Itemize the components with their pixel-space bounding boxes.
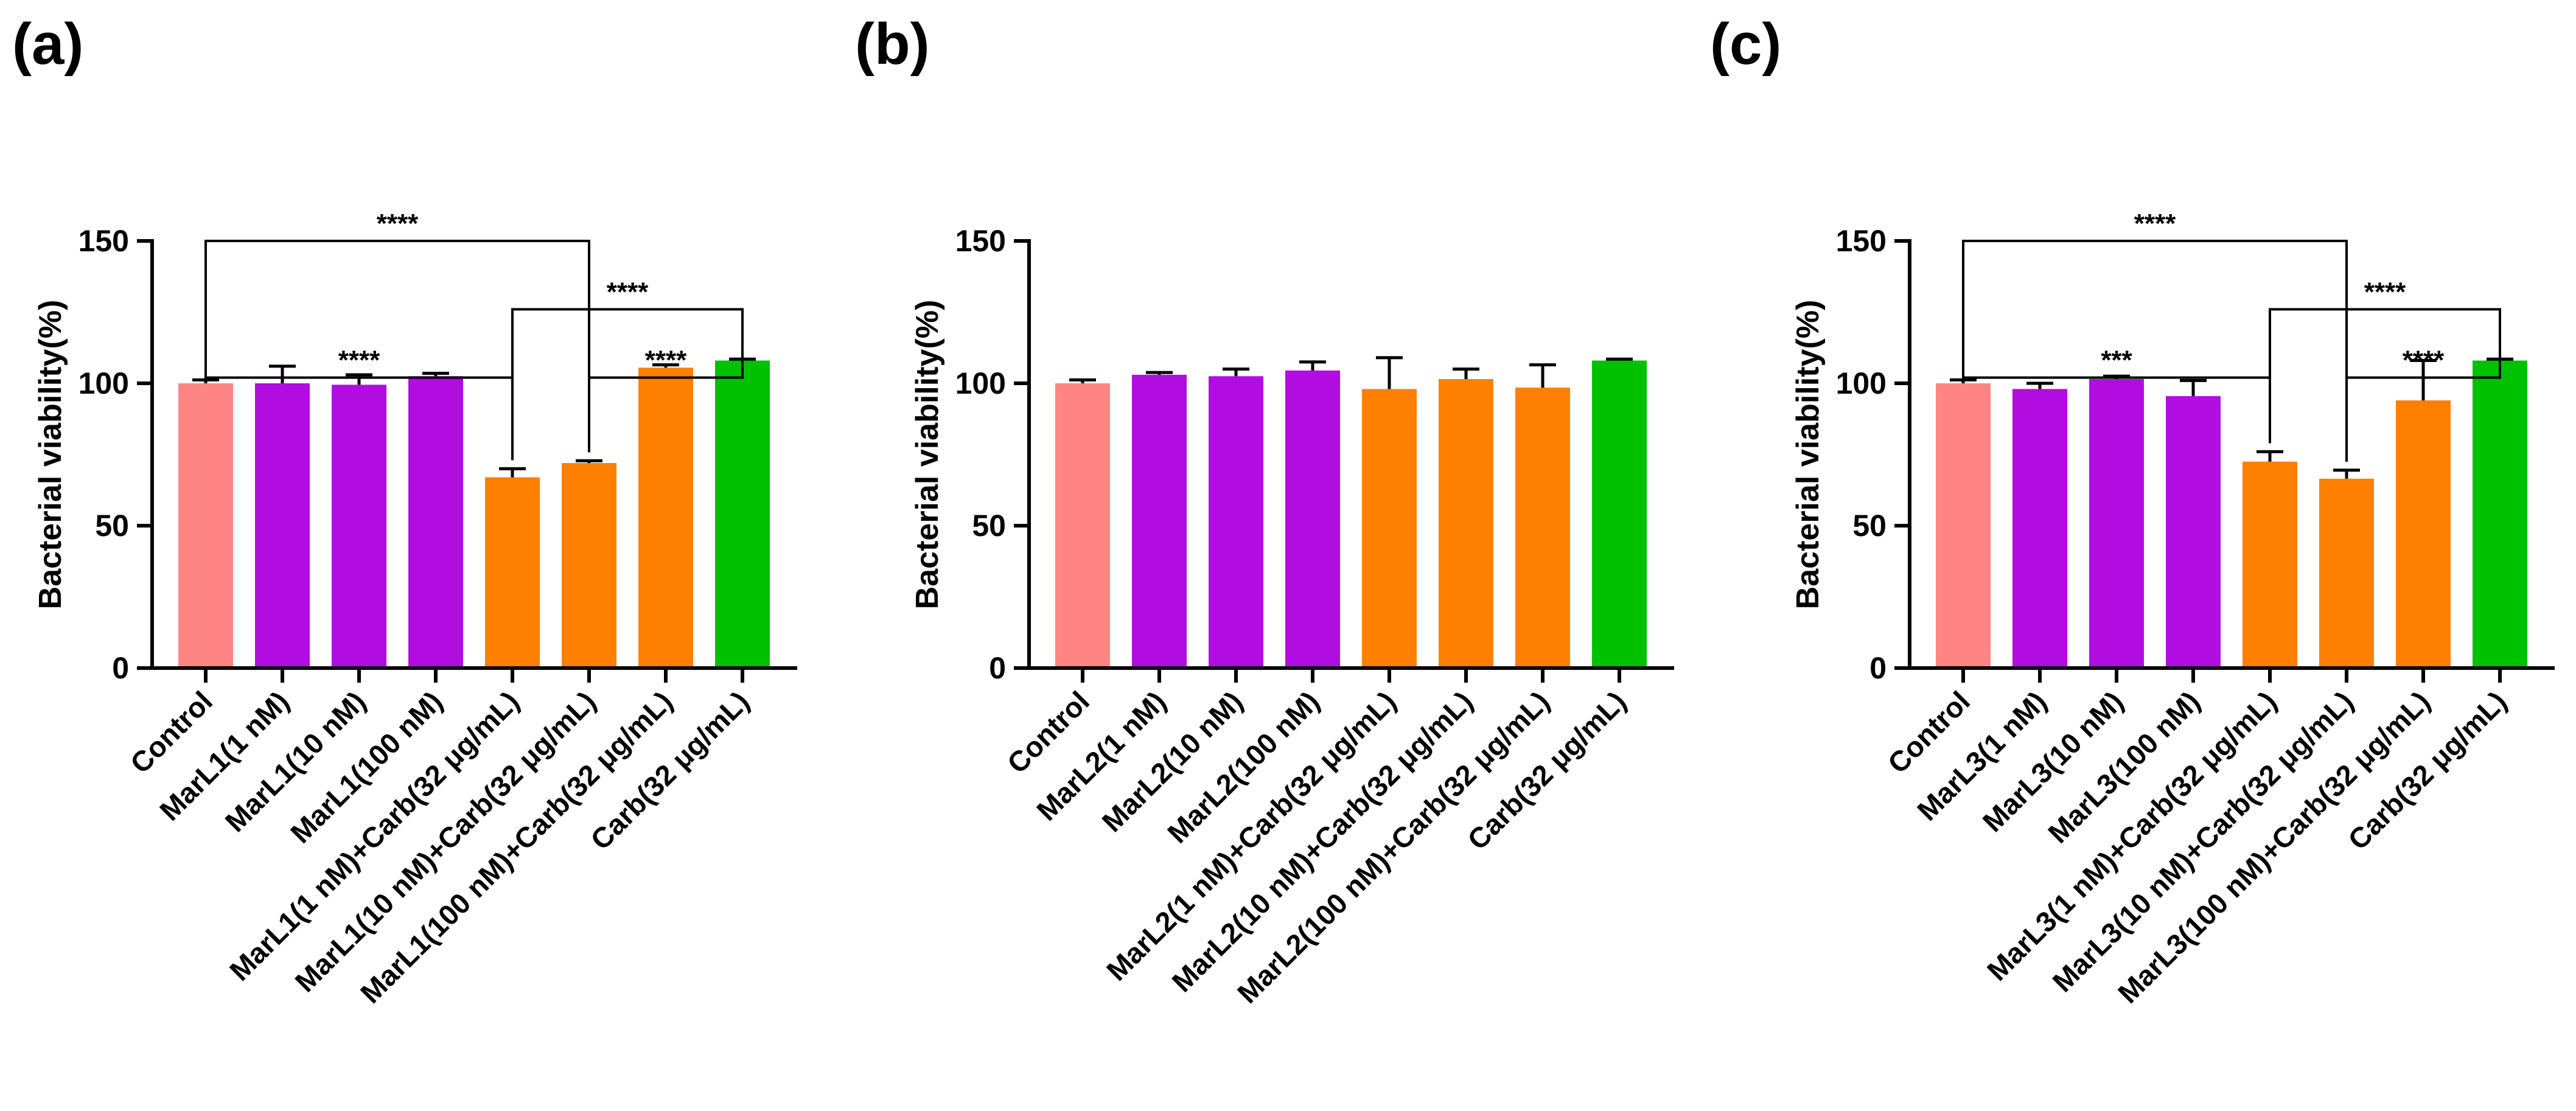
y-tick-label: 100 — [1836, 366, 1887, 400]
bar — [2089, 378, 2144, 668]
bar — [1439, 378, 1493, 668]
bar — [1209, 376, 1263, 668]
y-tick-label: 150 — [1836, 224, 1887, 258]
y-tick-label: 0 — [989, 651, 1006, 685]
panel-label: (b) — [855, 12, 930, 77]
y-tick-label: 100 — [79, 366, 129, 400]
chart-panel-3: (c)Bacterial viability(%)050100150Contro… — [1710, 12, 2555, 1009]
y-axis-label: Bacterial viability(%) — [910, 300, 945, 610]
bar — [2166, 396, 2221, 668]
y-tick-label: 50 — [95, 509, 129, 543]
significance-label: **** — [645, 346, 687, 375]
panel-label: (c) — [1710, 12, 1781, 77]
bar — [2012, 389, 2067, 668]
bar — [1592, 360, 1647, 668]
chart-panel-1: (a)Bacterial viability(%)050100150Contro… — [12, 12, 797, 1009]
bar — [408, 376, 463, 668]
bar — [1055, 383, 1110, 668]
y-tick-label: 0 — [1869, 651, 1887, 685]
significance-label: **** — [338, 346, 380, 375]
panel-label: (a) — [12, 12, 83, 77]
bar — [1132, 374, 1187, 668]
significance-label: **** — [2364, 277, 2406, 307]
y-tick-label: 50 — [972, 509, 1006, 543]
bar — [332, 385, 386, 668]
significance-label: **** — [2403, 346, 2445, 375]
y-axis-label: Bacterial viability(%) — [1790, 300, 1826, 610]
bar — [638, 367, 693, 668]
bar — [2243, 461, 2297, 668]
y-tick-label: 0 — [112, 651, 129, 685]
bar — [1362, 389, 1417, 668]
chart-panel-2: (b)Bacterial viability(%)050100150Contro… — [855, 12, 1674, 1009]
significance-bracket — [2269, 308, 2501, 444]
significance-bracket — [2345, 350, 2501, 462]
y-tick-label: 150 — [955, 224, 1006, 258]
bar — [178, 383, 233, 668]
bar — [2473, 360, 2527, 668]
y-tick-label: 100 — [955, 366, 1006, 400]
y-tick-label: 150 — [79, 224, 129, 258]
y-tick-label: 50 — [1852, 509, 1887, 543]
significance-bracket — [511, 308, 744, 461]
significance-bracket — [1962, 371, 2271, 444]
bar — [485, 477, 540, 668]
bar — [255, 383, 310, 668]
bar — [715, 360, 770, 668]
significance-label: **** — [2134, 209, 2176, 239]
significance-label: *** — [2101, 346, 2132, 375]
bar — [2319, 478, 2374, 668]
significance-bracket — [204, 240, 590, 453]
bar — [2396, 400, 2451, 668]
significance-bracket — [1962, 240, 2348, 462]
significance-label: **** — [377, 209, 419, 239]
significance-label: **** — [607, 277, 649, 307]
y-axis-label: Bacterial viability(%) — [33, 300, 68, 610]
bar — [562, 463, 616, 668]
bar — [1936, 383, 1991, 668]
significance-bracket — [588, 350, 744, 453]
bar — [1515, 388, 1570, 668]
bar — [1285, 370, 1340, 668]
significance-bracket — [204, 371, 514, 461]
